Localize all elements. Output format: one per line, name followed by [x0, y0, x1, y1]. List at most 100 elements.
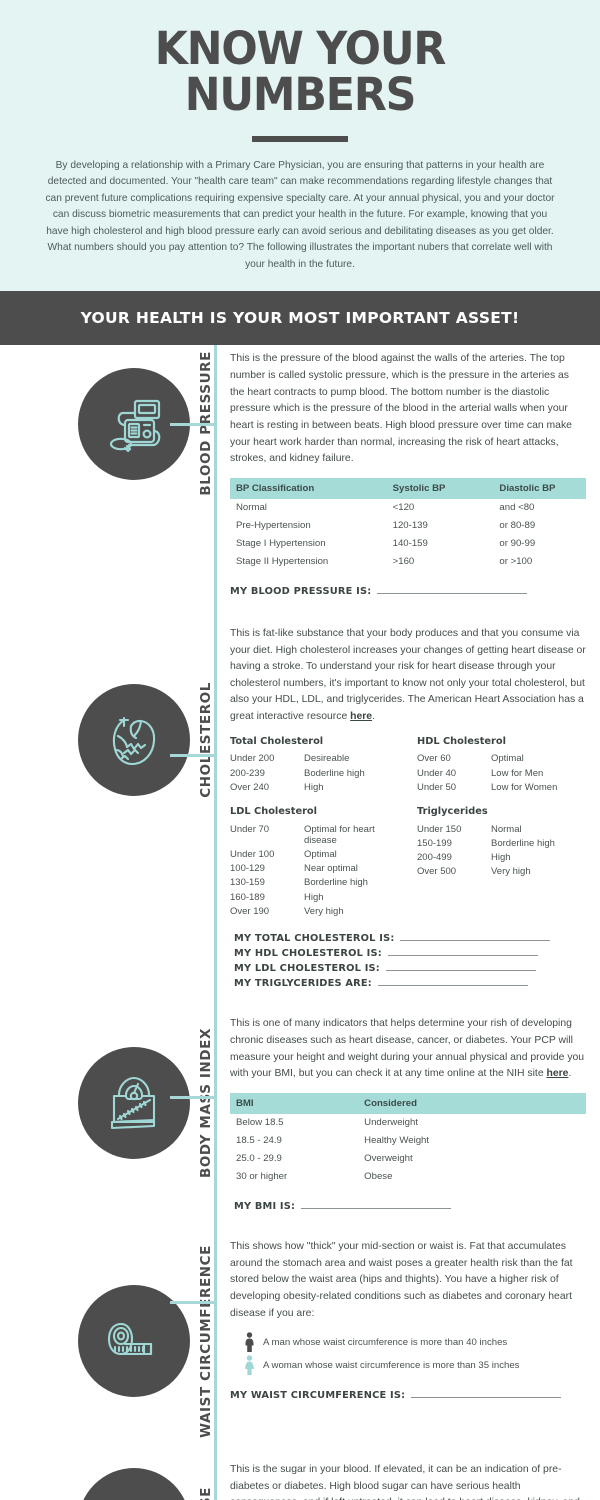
table-row: Under 150 Normal [417, 822, 586, 836]
table-header-row: BP Classification Systolic BP Diastolic … [230, 477, 586, 499]
bullet-woman: A woman whose waist circumference is mor… [244, 1355, 586, 1376]
section-cholesterol: CHOLESTEROL This is fat-like substance t… [0, 600, 600, 993]
connector-line [170, 423, 214, 427]
fillin-blank[interactable] [301, 1200, 452, 1209]
table-row: Under 50 Low for Women [417, 780, 586, 794]
fillin-label: MY BLOOD PRESSURE IS: [230, 585, 372, 597]
blood-pressure-paragraph: This is the pressure of the blood agains… [230, 353, 572, 465]
asset-banner: YOUR HEALTH IS YOUR MOST IMPORTANT ASSET… [0, 291, 600, 346]
table-cell: Desireable [304, 753, 350, 765]
ldl-cholesterol-table: Under 70 Optimal for heart disease Under … [230, 822, 399, 918]
table-row: Over 500 Very high [417, 865, 586, 879]
subtable-title: HDL Cholesterol [417, 735, 506, 747]
table-row: Below 18.5 Underweight [230, 1114, 586, 1132]
hero-header: KNOW YOUR NUMBERS By developing a relati… [0, 0, 600, 292]
fillin-row: MY TOTAL CHOLESTEROL IS: [234, 932, 586, 944]
table-row: 25.0 - 29.9 Overweight [230, 1150, 586, 1168]
table-row: Normal <120 and <80 [230, 499, 586, 517]
total-cholesterol-table: Under 200 Desireable 200-239 Boderline hig… [230, 752, 399, 795]
man-icon [245, 1332, 254, 1353]
cholesterol-subtable-total: Total Cholesterol Under 200 Desireable 20… [230, 736, 399, 795]
fillin-blank[interactable] [377, 977, 528, 987]
table-cell: 140-159 [392, 538, 428, 550]
cholesterol-subtable-triglycerides: Triglycerides Under 150 Normal 150-199 Bor… [417, 806, 586, 918]
fillins-waist: MY WAIST CIRCUMFERENCE IS: [230, 1389, 586, 1401]
connector-line [170, 753, 214, 757]
paragraph-text-pre: This is fat-like substance that your bod… [230, 627, 586, 723]
title-divider [252, 135, 348, 142]
table-cell: 130-159 [230, 877, 265, 889]
fillin-row: MY HDL CHOLESTEROL IS: [234, 947, 586, 959]
table-row: 160-189 High [230, 890, 399, 904]
table-cell: Borderline high [304, 877, 368, 889]
table-row: Over 60 Optimal [417, 752, 586, 766]
cholesterol-tables-grid: Total Cholesterol Under 200 Desireable 20… [230, 736, 586, 919]
table-cell: or 80-89 [499, 520, 536, 532]
fillins-bmi: MY BMI IS: [234, 1200, 586, 1212]
table-cell: 160-189 [230, 891, 265, 903]
column-header: BP Classification [230, 477, 387, 499]
table-cell: 120-139 [392, 520, 428, 532]
fillin-row: MY BMI IS: [234, 1200, 586, 1212]
content-cholesterol: This is fat-like substance that your bod… [214, 626, 600, 993]
fillin-row: MY BLOOD PRESSURE IS: [230, 585, 586, 597]
paragraph-text-post: . [372, 711, 375, 723]
nih-site-link[interactable]: here [546, 1068, 569, 1080]
table-header-row: BMI Considered [230, 1092, 586, 1114]
table-row: 150-199 Borderline high [417, 836, 586, 850]
cholesterol-paragraph: This is fat-like substance that your bod… [230, 626, 586, 726]
bullet-text: A woman whose waist circumference is mor… [263, 1359, 520, 1371]
table-cell: 30 or higher [236, 1171, 288, 1183]
table-row: Stage I Hypertension 140-159 or 90-99 [230, 535, 586, 553]
rail-glucose: GLUCOSE [0, 1462, 214, 1500]
table-cell: Below 18.5 [236, 1117, 284, 1129]
fillin-blank[interactable] [387, 947, 538, 957]
table-row: 18.5 - 24.9 Healthy Weight [230, 1132, 586, 1150]
glucose-paragraph: This is the sugar in your blood. If elev… [230, 1463, 580, 1500]
table-cell: >160 [392, 556, 415, 568]
section-label-glucose: GLUCOSE [198, 1487, 214, 1500]
measuring-tape-icon [78, 1285, 190, 1398]
fillin-blank[interactable] [411, 1389, 562, 1399]
fillin-blank[interactable] [385, 962, 536, 972]
timeline-spine [214, 345, 217, 1500]
table-row: Stage II Hypertension >160 or >100 [230, 553, 586, 571]
table-cell: <120 [392, 502, 415, 514]
paragraph-text-post: . [568, 1068, 572, 1080]
rail-blood-pressure: BLOOD PRESSURE [0, 351, 214, 496]
table-row: Over 190 Very high [230, 904, 399, 918]
table-cell: Optimal [304, 849, 337, 861]
fillin-label: MY HDL CHOLESTEROL IS: [234, 948, 382, 960]
column-header: Systolic BP [386, 477, 494, 499]
banner-text: YOUR HEALTH IS YOUR MOST IMPORTANT ASSET… [80, 309, 520, 328]
hdl-cholesterol-table: Over 60 Optimal Under 40 Low for Men Under… [417, 752, 586, 795]
table-cell: Borderline high [491, 838, 555, 850]
content-body-mass-index: This is one of many indicators that help… [214, 1016, 600, 1215]
fillin-label: MY BMI IS: [234, 1200, 296, 1212]
heart-icon [78, 683, 190, 796]
table-cell: 100-129 [230, 863, 265, 875]
fillin-blank[interactable] [400, 932, 551, 942]
table-row: Under 70 Optimal for heart disease [230, 822, 399, 847]
table-cell: Over 500 [417, 866, 457, 878]
section-label-waist-circumference: WAIST CIRCUMFERENCE [198, 1244, 214, 1438]
bullet-text: A man whose waist circumference is more … [263, 1336, 508, 1348]
section-waist-circumference: WAIST CIRCUMFERENCE This shows how "thic… [0, 1215, 600, 1438]
table-row: Under 40 Low for Men [417, 766, 586, 780]
table-cell: Near optimal [304, 863, 358, 875]
fillin-label: MY WAIST CIRCUMFERENCE IS: [230, 1390, 406, 1402]
table-cell: Optimal [491, 753, 524, 765]
subtable-title: LDL Cholesterol [230, 806, 318, 818]
table-cell: Optimal for heart disease [304, 823, 375, 846]
fillin-blank[interactable] [377, 585, 528, 594]
table-cell: 18.5 - 24.9 [236, 1135, 282, 1147]
table-cell: Pre-Hypertension [236, 520, 311, 532]
paragraph-text-pre: This is one of many indicators that help… [230, 1018, 585, 1080]
table-cell: Under 150 [417, 823, 462, 835]
table-cell: Boderline high [304, 767, 365, 779]
aha-resource-link[interactable]: here [350, 711, 373, 723]
table-cell: Normal [236, 502, 267, 514]
table-cell: 25.0 - 29.9 [236, 1153, 282, 1165]
table-cell: High [491, 852, 511, 864]
